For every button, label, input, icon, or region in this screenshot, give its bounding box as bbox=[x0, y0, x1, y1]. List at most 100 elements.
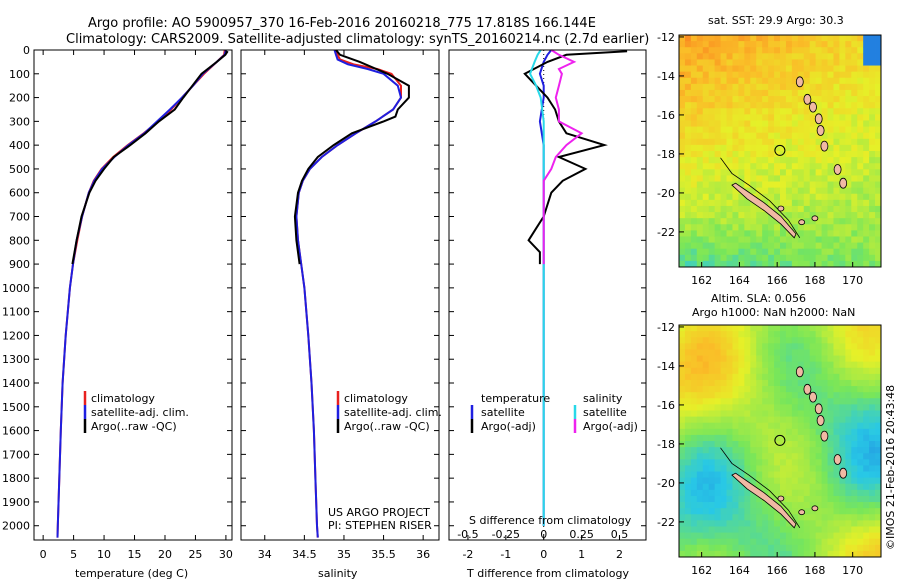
heatmap-cell bbox=[875, 230, 882, 237]
heatmap-cell bbox=[785, 526, 793, 533]
heatmap-cell bbox=[732, 114, 739, 121]
heatmap-cell bbox=[732, 157, 739, 164]
heatmap-cell bbox=[726, 181, 733, 189]
heatmap-cell bbox=[768, 96, 775, 103]
heatmap-cell bbox=[809, 71, 817, 79]
heatmap-cell bbox=[797, 550, 805, 558]
heatmap-cell bbox=[797, 459, 805, 466]
heatmap-cell bbox=[785, 163, 793, 170]
heatmap-cell bbox=[756, 532, 763, 540]
heatmap-cell bbox=[738, 416, 745, 424]
heatmap-cell bbox=[720, 331, 727, 338]
heatmap-cell bbox=[839, 242, 846, 250]
heatmap-cell bbox=[875, 205, 882, 213]
heatmap-cell bbox=[851, 489, 858, 497]
heatmap-cell bbox=[803, 212, 811, 219]
heatmap-cell bbox=[774, 343, 781, 350]
heatmap-cell bbox=[708, 199, 716, 207]
heatmap-cell bbox=[821, 175, 828, 182]
heatmap-cell bbox=[809, 175, 817, 182]
island-vanuatu bbox=[795, 366, 804, 378]
heatmap-cell bbox=[774, 392, 781, 399]
heatmap-cell bbox=[785, 453, 793, 460]
heatmap-cell bbox=[696, 331, 704, 338]
heatmap-cell bbox=[702, 120, 710, 127]
depth-tick-label: 1000 bbox=[2, 282, 30, 295]
heatmap-cell bbox=[863, 199, 870, 207]
heatmap-cell bbox=[815, 181, 822, 189]
heatmap-cell bbox=[845, 550, 852, 558]
heatmap-cell bbox=[803, 532, 811, 540]
heatmap-cell bbox=[756, 325, 763, 332]
heatmap-cell bbox=[839, 538, 846, 546]
heatmap-cell bbox=[702, 532, 710, 540]
heatmap-cell bbox=[833, 102, 840, 109]
heatmap-cell bbox=[768, 181, 775, 189]
heatmap-cell bbox=[750, 392, 757, 399]
lat-tick-label: -16 bbox=[657, 399, 675, 412]
heatmap-cell bbox=[768, 102, 775, 109]
heatmap-cell bbox=[726, 502, 733, 509]
heatmap-cell bbox=[797, 47, 805, 54]
heatmap-cell bbox=[714, 465, 721, 472]
heatmap-cell bbox=[863, 379, 870, 387]
heatmap-cell bbox=[702, 459, 710, 466]
heatmap-cell bbox=[839, 65, 846, 73]
heatmap-cell bbox=[875, 367, 882, 375]
heatmap-cell bbox=[833, 260, 840, 268]
heatmap-cell bbox=[815, 102, 822, 109]
heatmap-cell bbox=[702, 355, 710, 363]
heatmap-cell bbox=[762, 428, 769, 436]
heatmap-cell bbox=[821, 218, 828, 225]
heatmap-cell bbox=[774, 337, 781, 344]
heatmap-cell bbox=[791, 89, 799, 97]
heatmap-cell bbox=[679, 471, 686, 479]
heatmap-cell bbox=[702, 248, 710, 256]
heatmap-cell bbox=[839, 212, 846, 219]
heatmap-cell bbox=[720, 434, 727, 442]
heatmap-cell bbox=[744, 242, 751, 250]
heatmap-cell bbox=[679, 508, 686, 515]
heatmap-cell bbox=[863, 495, 870, 503]
heatmap-cell bbox=[750, 102, 757, 109]
heatmap-cell bbox=[815, 218, 822, 225]
x-tick-label: 0 bbox=[40, 548, 47, 561]
heatmap-cell bbox=[762, 465, 769, 472]
heatmap-cell bbox=[863, 89, 870, 97]
heatmap-cell bbox=[809, 337, 817, 344]
heatmap-cell bbox=[780, 35, 787, 42]
heatmap-cell bbox=[726, 434, 733, 442]
heatmap-cell bbox=[696, 83, 704, 91]
heatmap-cell bbox=[857, 495, 864, 503]
heatmap-cell bbox=[738, 47, 745, 54]
heatmap-cell bbox=[869, 379, 876, 387]
heatmap-cell bbox=[851, 193, 858, 201]
heatmap-cell bbox=[774, 35, 781, 42]
heatmap-cell bbox=[744, 89, 751, 97]
depth-tick-label: 300 bbox=[9, 115, 30, 128]
heatmap-cell bbox=[684, 163, 692, 170]
heatmap-cell bbox=[863, 175, 870, 182]
heatmap-cell bbox=[750, 138, 757, 146]
heatmap-cell bbox=[756, 544, 763, 552]
heatmap-cell bbox=[774, 59, 781, 66]
heatmap-cell bbox=[863, 47, 870, 54]
heatmap-cell bbox=[726, 538, 733, 546]
heatmap-cell bbox=[714, 181, 721, 189]
heatmap-cell bbox=[839, 495, 846, 503]
heatmap-cell bbox=[702, 96, 710, 103]
heatmap-cell bbox=[684, 428, 692, 436]
heatmap-cell bbox=[744, 361, 751, 369]
heatmap-cell bbox=[845, 349, 852, 356]
heatmap-cell bbox=[720, 41, 727, 48]
heatmap-cell bbox=[720, 508, 727, 515]
heatmap-cell bbox=[827, 126, 834, 134]
heatmap-cell bbox=[762, 550, 769, 558]
heatmap-cell bbox=[863, 65, 870, 73]
heatmap-cell bbox=[875, 126, 882, 134]
heatmap-cell bbox=[690, 242, 698, 250]
heatmap-cell bbox=[857, 379, 864, 387]
heatmap-cell bbox=[702, 77, 710, 85]
heatmap-cell bbox=[869, 108, 876, 115]
heatmap-cell bbox=[827, 108, 834, 115]
